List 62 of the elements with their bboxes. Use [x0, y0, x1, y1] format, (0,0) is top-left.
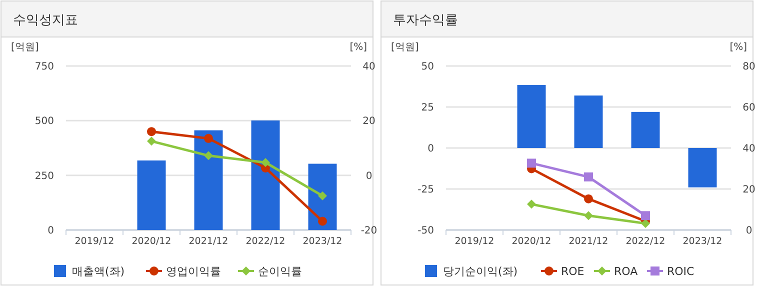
legend-label: 순이익률 [258, 264, 302, 278]
point [147, 136, 156, 146]
x-tick-label: 2023/12 [682, 236, 722, 247]
point [527, 200, 536, 209]
y-tick-label: 0 [48, 226, 54, 236]
x-tick-label: 2023/12 [302, 236, 342, 247]
y-tick-label: 250 [34, 170, 54, 182]
y2-tick-label: 0 [746, 226, 752, 236]
y2-tick-label: 60 [742, 102, 756, 114]
x-tick-label: 2019/12 [74, 236, 114, 247]
y2-tick-label: 20 [362, 116, 376, 128]
x-tick-label: 2019/12 [454, 236, 494, 247]
legend-label: 영업이익률 [166, 264, 221, 278]
x-tick-label: 2022/12 [626, 236, 666, 247]
y2-tick-label: -20 [360, 226, 378, 236]
point [318, 216, 327, 226]
legend-label: 당기순이익(좌) [443, 264, 518, 278]
legend-label: 매출액(좌) [72, 264, 125, 278]
y-axis-title: [억원] [391, 42, 419, 53]
y2-tick-label: 40 [742, 144, 756, 154]
bar [631, 112, 660, 148]
x-tick-label: 2021/12 [188, 236, 228, 247]
point [641, 211, 650, 220]
y-axis-title: [억원] [11, 42, 39, 53]
legend-label: ROIC [667, 264, 695, 278]
bar [194, 130, 223, 230]
y-tick-label: -25 [418, 184, 434, 196]
legend-label: ROE [561, 264, 584, 278]
bar [251, 120, 280, 230]
point [261, 158, 270, 167]
chart-title: 투자수익률 [393, 13, 458, 28]
point [204, 151, 213, 160]
x-tick-label: 2020/12 [512, 236, 552, 247]
point [527, 158, 536, 168]
y2-tick-label: 20 [742, 184, 756, 196]
y2-tick-label: 80 [742, 62, 756, 72]
legend-label: ROA [614, 264, 638, 278]
y2-axis-title: [%] [350, 42, 368, 53]
bar [574, 96, 603, 148]
x-tick-label: 2022/12 [246, 236, 286, 247]
point [584, 194, 593, 204]
y-tick-label: 750 [34, 62, 54, 72]
point [204, 134, 213, 143]
chart-title: 수익성지표 [13, 13, 78, 28]
y2-tick-label: 40 [362, 62, 376, 72]
bar [688, 148, 717, 188]
point [584, 211, 593, 220]
y-tick-label: -50 [418, 226, 434, 236]
bar [517, 85, 546, 148]
y2-axis-title: [%] [730, 42, 748, 53]
x-tick-label: 2021/12 [568, 236, 608, 247]
y2-tick-label: 0 [366, 170, 372, 182]
point [147, 127, 156, 136]
y-tick-label: 50 [421, 62, 434, 72]
bar [137, 160, 166, 230]
point [318, 191, 327, 200]
y-tick-label: 0 [428, 144, 434, 154]
x-tick-label: 2020/12 [132, 236, 172, 247]
y-tick-label: 25 [421, 102, 434, 114]
point [584, 172, 593, 182]
y-tick-label: 500 [34, 116, 54, 128]
bar [308, 164, 337, 230]
